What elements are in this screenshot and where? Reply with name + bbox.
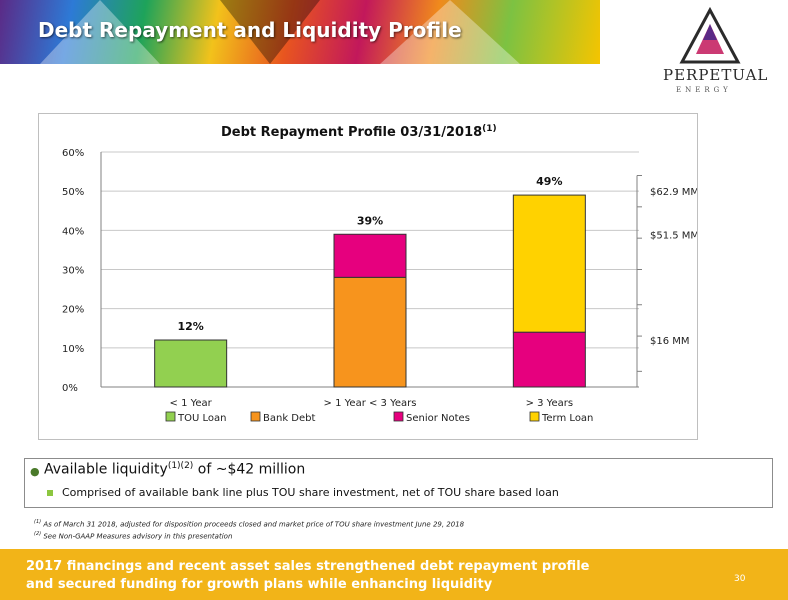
- annotations: $62.9 MM $51.5 MM $16 MM: [636, 175, 697, 387]
- bottom-message-line-1: 2017 financings and recent asset sales s…: [26, 559, 590, 574]
- annotation-label: $16 MM: [650, 336, 690, 347]
- y-tick-label: 40%: [62, 226, 84, 237]
- footnote-2: (2) See Non-GAAP Measures advisory in th…: [34, 531, 233, 541]
- banner-facet: [380, 0, 520, 64]
- legend: TOU Loan Bank Debt Senior Notes Term Loan: [165, 411, 593, 424]
- y-tick-label: 0%: [62, 383, 78, 394]
- legend-swatch: [250, 411, 261, 422]
- legend-swatch: [165, 411, 176, 422]
- x-tick-label: > 3 Years: [526, 398, 573, 409]
- y-tick-label: 30%: [62, 266, 84, 277]
- bar-segment: [333, 233, 407, 278]
- y-axis-ticks: 0% 10% 20% 30% 40% 50% 60%: [62, 148, 84, 394]
- legend-label: TOU Loan: [177, 413, 226, 424]
- logo-mark-icon: [679, 6, 741, 64]
- bar-total-label: 39%: [357, 214, 383, 227]
- bar-segment: [154, 339, 228, 388]
- legend-label: Bank Debt: [263, 413, 315, 424]
- logo: [600, 0, 788, 110]
- y-tick-label: 60%: [62, 148, 84, 159]
- legend-label: Senior Notes: [406, 413, 470, 424]
- y-tick-label: 20%: [62, 305, 84, 316]
- page-title: Debt Repayment and Liquidity Profile: [38, 18, 462, 42]
- chart-container: Debt Repayment Profile 03/31/2018(1) 0% 1…: [38, 113, 698, 440]
- logo-subtitle: ENERGY: [676, 86, 732, 94]
- bar-segment: [512, 194, 586, 333]
- footnote-1: (1) As of March 31 2018, adjusted for di…: [34, 519, 465, 529]
- logo-name: PERPETUAL: [663, 66, 769, 84]
- banner-facet: [40, 0, 160, 64]
- bar-total-label: 49%: [536, 175, 562, 188]
- liquidity-headline: Available liquidity(1)(2) of ~$42 millio…: [44, 461, 306, 478]
- page-number: 30: [734, 574, 746, 584]
- x-axis-ticks: < 1 Year > 1 Year < 3 Years > 3 Years: [170, 398, 574, 409]
- annotation-label: $62.9 MM: [650, 187, 697, 198]
- debt-repayment-chart: Debt Repayment Profile 03/31/2018(1) 0% 1…: [62, 124, 697, 424]
- liquidity-box: [24, 458, 773, 508]
- bottom-message-line-2: and secured funding for growth plans whi…: [26, 577, 493, 592]
- bar-segment: [512, 331, 586, 388]
- legend-label: Term Loan: [541, 413, 593, 424]
- bottom-message: 2017 financings and recent asset sales s…: [26, 558, 686, 594]
- bar-total-label: 12%: [177, 320, 203, 333]
- annotation-label: $51.5 MM: [650, 230, 697, 241]
- header-banner: Debt Repayment and Liquidity Profile: [0, 0, 600, 64]
- x-tick-label: < 1 Year: [170, 398, 213, 409]
- bullet-icon: ●: [30, 465, 40, 478]
- bar-segment: [333, 276, 407, 388]
- y-tick-label: 50%: [62, 187, 84, 198]
- legend-swatch: [529, 411, 540, 422]
- chart-title: Debt Repayment Profile 03/31/2018(1): [221, 124, 497, 140]
- bars: 12% 39% 49%: [154, 175, 586, 388]
- x-tick-label: > 1 Year < 3 Years: [324, 398, 417, 409]
- bottom-banner: [0, 549, 788, 600]
- banner-facet: [220, 0, 320, 64]
- y-tick-label: 10%: [62, 344, 84, 355]
- liquidity-detail: Comprised of available bank line plus TO…: [62, 486, 559, 499]
- square-bullet-icon: [47, 490, 53, 496]
- legend-swatch: [393, 411, 404, 422]
